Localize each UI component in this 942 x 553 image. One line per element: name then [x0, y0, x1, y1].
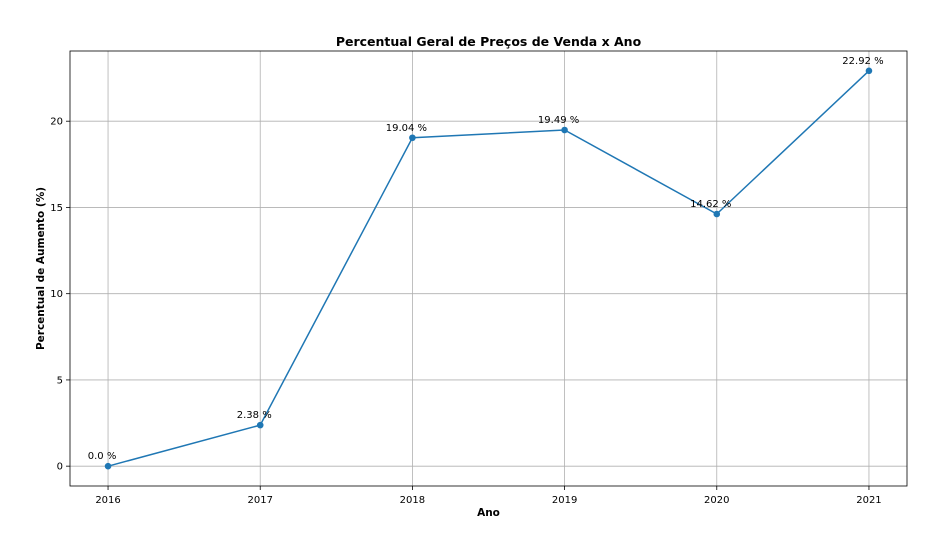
data-label: 2.38 %	[237, 410, 272, 421]
data-label: 22.92 %	[842, 56, 883, 67]
grid	[70, 51, 907, 486]
data-point	[104, 462, 112, 470]
data-label: 0.0 %	[88, 451, 117, 462]
axis-ticks: 2016 2017 2018 2019 2020 2021 0 5 10 15 20	[50, 117, 881, 506]
y-tick-label: 5	[57, 375, 63, 386]
y-tick-label: 0	[57, 462, 63, 473]
x-tick-label: 2018	[400, 495, 425, 506]
series-line	[107, 70, 870, 467]
x-tick-label: 2017	[248, 495, 273, 506]
x-tick-label: 2016	[95, 495, 120, 506]
plot-frame	[69, 50, 908, 487]
x-tick-label: 2020	[704, 495, 729, 506]
data-label: 19.49 %	[538, 115, 579, 126]
y-axis-label: Percentual de Aumento (%)	[35, 187, 47, 350]
data-point	[409, 134, 416, 142]
data-label: 19.04 %	[386, 123, 427, 134]
x-axis-label: Ano	[477, 507, 500, 519]
data-labels: 0.0 % 2.38 % 19.04 % 19.49 % 14.62 % 22.92 %	[88, 56, 884, 462]
data-point	[256, 421, 264, 429]
data-point	[561, 126, 568, 134]
y-tick-label: 15	[50, 203, 63, 214]
chart-title: Percentual Geral de Preços de Venda x An…	[336, 34, 642, 49]
data-label: 14.62 %	[690, 199, 731, 210]
y-tick-label: 10	[50, 289, 63, 300]
x-tick-label: 2021	[856, 495, 881, 506]
x-tick-label: 2019	[552, 495, 577, 506]
data-series	[104, 67, 873, 470]
data-point	[713, 210, 721, 218]
y-tick-label: 20	[50, 117, 63, 128]
data-point	[865, 67, 873, 75]
